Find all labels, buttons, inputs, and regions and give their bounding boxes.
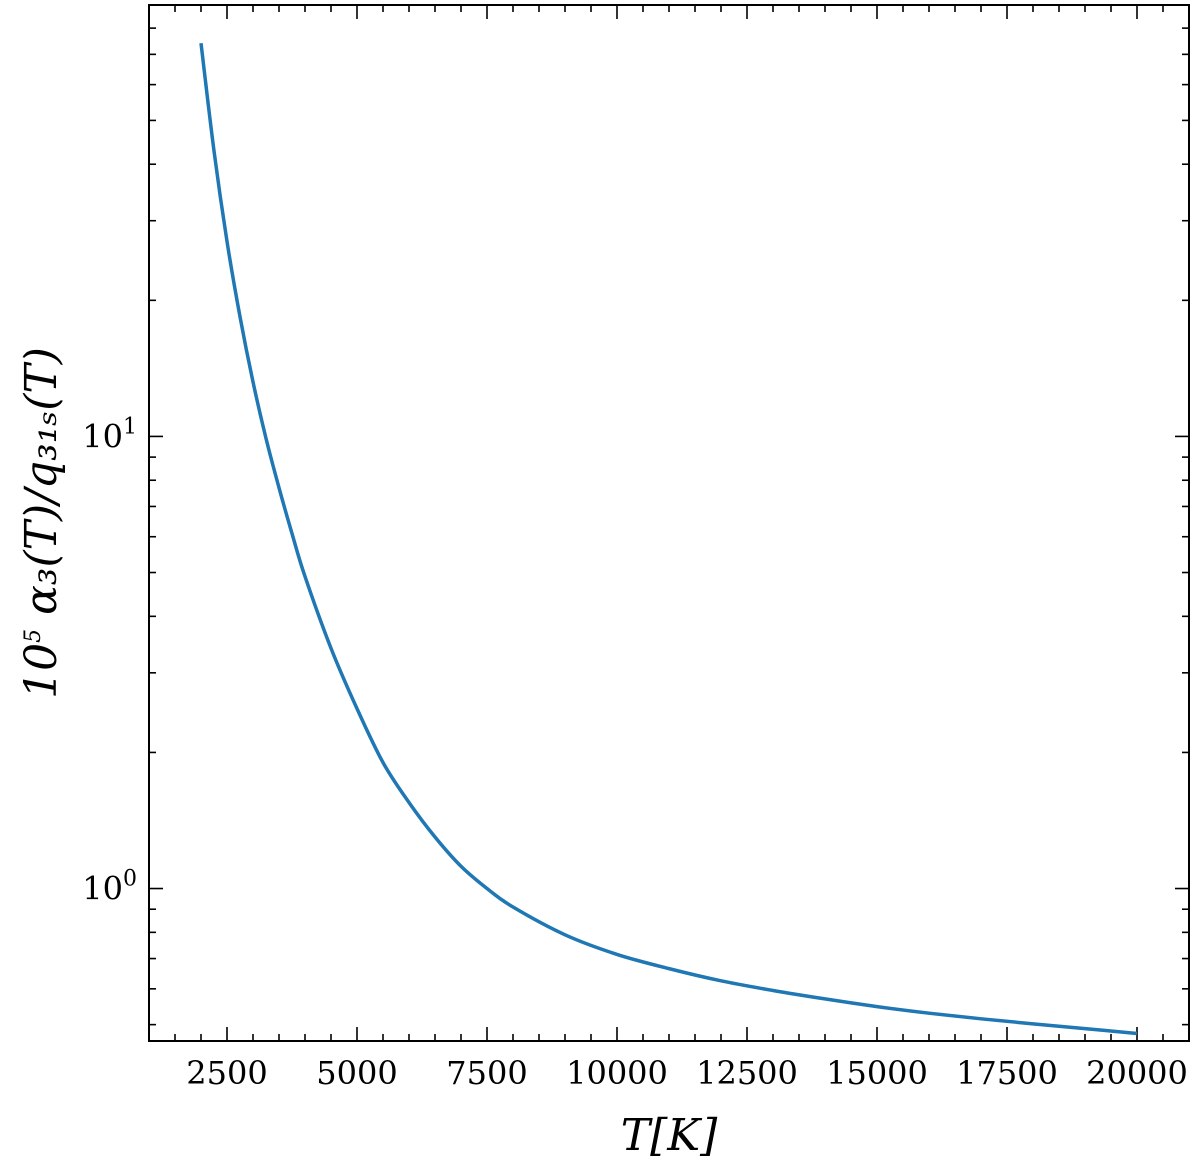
x-axis-label: T[K] bbox=[621, 1110, 718, 1161]
x-tick-label: 2500 bbox=[186, 1054, 267, 1092]
y-axis-label-exp: 5 bbox=[21, 629, 46, 643]
y-axis-label: 105 α₃(T)/q₃₁ₛ(T) bbox=[16, 347, 67, 699]
y-axis-label-base: 10 bbox=[16, 643, 67, 699]
y-axis-label-rest: α₃(T)/q₃₁ₛ(T) bbox=[16, 347, 67, 629]
x-tick-label: 12500 bbox=[696, 1054, 798, 1092]
x-tick-label: 20000 bbox=[1086, 1054, 1188, 1092]
x-tick-label: 15000 bbox=[826, 1054, 928, 1092]
x-tick-label: 17500 bbox=[956, 1054, 1058, 1092]
x-tick-label: 5000 bbox=[316, 1054, 397, 1092]
y-tick-label: 101 bbox=[82, 414, 137, 455]
tick-labels: 2500 5000 7500 10000 12500 15000 17500 20000 100… bbox=[82, 414, 1188, 1092]
series-line bbox=[199, 42, 1138, 1036]
plot-frame bbox=[148, 4, 1190, 1042]
x-tick-label: 10000 bbox=[566, 1054, 668, 1092]
y-tick-label: 100 bbox=[82, 867, 137, 908]
axis-ticks bbox=[149, 4, 1189, 1041]
x-tick-label: 7500 bbox=[446, 1054, 527, 1092]
